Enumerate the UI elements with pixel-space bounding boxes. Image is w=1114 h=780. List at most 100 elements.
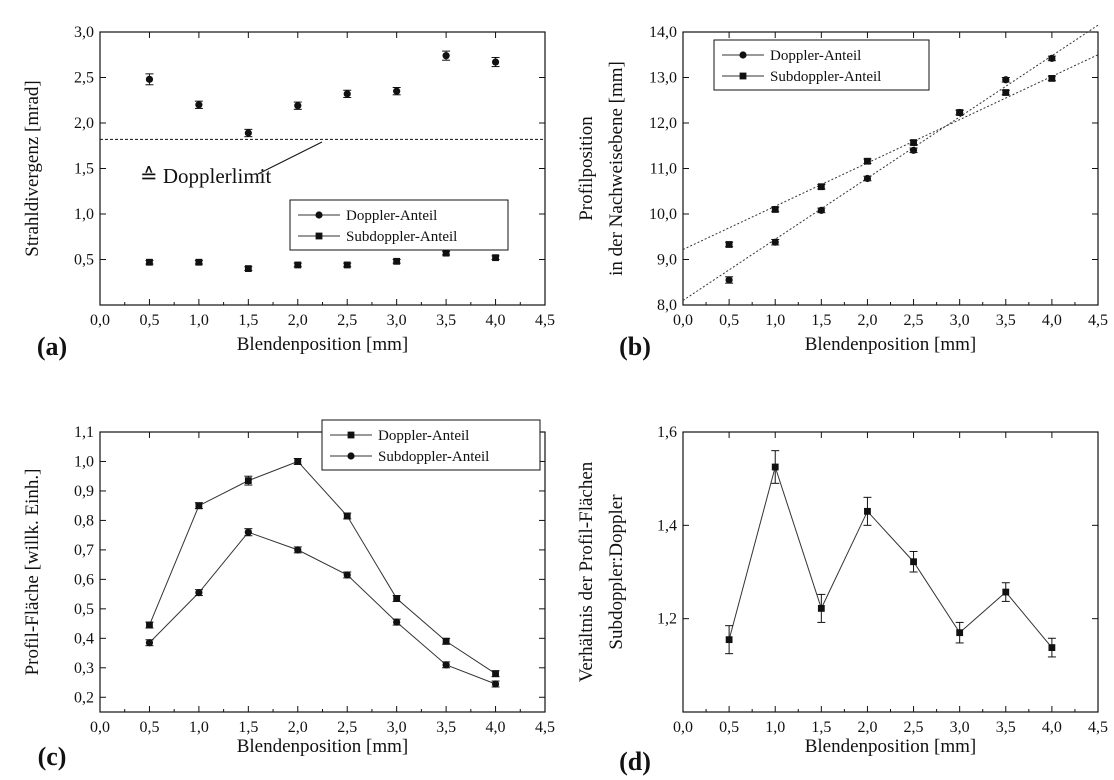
x-tick-label: 3,5 [996, 312, 1016, 329]
data-point [771, 463, 779, 471]
x-tick-label: 2,5 [904, 719, 924, 736]
legend-marker [315, 232, 323, 240]
y-tick-label: 1,6 [657, 424, 677, 441]
series-line [148, 460, 496, 675]
y-tick-label: 0,3 [74, 660, 94, 677]
legend-entry: Doppler-Anteil [346, 208, 437, 224]
x-tick-label: 2,0 [288, 312, 308, 329]
legend-box [713, 39, 930, 91]
data-point [393, 595, 401, 602]
data-point [956, 629, 964, 637]
x-tick-label: 1,0 [189, 719, 209, 736]
data-point [491, 680, 500, 688]
x-tick-label: 4,5 [1088, 719, 1108, 736]
data-point [817, 183, 825, 191]
data-point [956, 109, 964, 116]
legend: Doppler-Anteil Subdoppler-Anteil [289, 199, 509, 251]
plot-frame [682, 431, 1099, 713]
x-tick-label: 2,0 [288, 719, 308, 736]
y-tick-label: 13,0 [649, 70, 677, 87]
data-point [195, 589, 203, 597]
data-point [146, 621, 153, 629]
legend-entry: Subdoppler-Anteil [770, 69, 881, 85]
data-point [817, 206, 825, 214]
x-tick-label: 1,0 [189, 312, 209, 329]
data-point [393, 618, 401, 626]
y-axis-label: Verhältnis der Profil-Flächen [576, 461, 597, 682]
legend-entry: Subdoppler-Anteil [378, 449, 489, 465]
x-tick-label: 4,5 [535, 719, 555, 736]
panel-label: (d) [619, 747, 651, 776]
legend-box [289, 199, 509, 251]
data-point [1002, 89, 1010, 96]
y-axis-label: Profil-Fläche [willk. Einh.] [22, 469, 43, 676]
y-axis-label-2: Subdoppler:Doppler [606, 494, 627, 650]
fit-line [682, 24, 1099, 301]
x-tick-label: 4,0 [486, 719, 506, 736]
data-point [195, 101, 203, 109]
panel-3: 0,0 0,5 1,0 1,5 2,0 2,5 3,0 3,5 4,0 4,5 0,2 0,3 0,4 0… [22, 419, 555, 771]
data-point [864, 157, 871, 165]
x-tick-label: 4,0 [1042, 719, 1062, 736]
y-tick-label: 0,5 [74, 252, 94, 269]
x-tick-label: 0,5 [139, 719, 159, 736]
legend-marker [739, 72, 747, 80]
data-point [294, 458, 302, 465]
y-tick-label: 10,0 [649, 206, 677, 223]
y-tick-label: 11,0 [650, 161, 677, 178]
y-tick-label: 0,2 [74, 689, 94, 706]
x-axis-label: Blendenposition [mm] [805, 736, 977, 757]
y-tick-label: 14,0 [649, 24, 677, 41]
series-2 [145, 249, 500, 272]
series-1 [725, 450, 1056, 658]
x-tick-label: 2,0 [857, 312, 877, 329]
x-tick-label: 1,5 [238, 719, 258, 736]
series-line [149, 531, 496, 685]
x-axis-label: Blendenposition [mm] [237, 736, 409, 757]
x-tick-label: 3,0 [387, 719, 407, 736]
panel-label: (a) [37, 332, 67, 361]
x-tick-label: 1,5 [811, 312, 831, 329]
legend-box [321, 419, 541, 471]
y-axis-label-2: in der Nachweisebene [mm] [606, 61, 627, 276]
series-1 [145, 50, 500, 138]
y-tick-label: 2,5 [74, 70, 94, 87]
panel-1: 0,0 0,5 1,0 1,5 2,0 2,5 3,0 3,5 4,0 4,5 0,5 1,0 1,5 2… [22, 24, 555, 361]
y-tick-label: 0,7 [74, 542, 94, 559]
data-point [294, 261, 302, 269]
y-tick-label: 1,1 [74, 424, 94, 441]
x-tick-label: 4,5 [1088, 312, 1108, 329]
x-tick-label: 3,0 [387, 312, 407, 329]
data-point [863, 174, 872, 183]
series-1 [145, 458, 500, 678]
data-point [910, 558, 917, 566]
data-point [343, 261, 351, 269]
legend: Doppler-Anteil Subdoppler-Anteil [321, 419, 541, 471]
data-point [1048, 644, 1056, 651]
data-point [771, 206, 779, 213]
legend-entry: Doppler-Anteil [378, 428, 469, 444]
data-point [1048, 75, 1056, 82]
data-point [294, 102, 302, 110]
data-point [817, 605, 825, 612]
y-tick-label: 1,5 [74, 161, 94, 178]
series-2 [145, 528, 500, 688]
x-tick-label: 0,0 [90, 719, 110, 736]
series-line [728, 465, 1053, 648]
plot-frame [99, 431, 546, 713]
y-tick-label: 1,2 [657, 611, 677, 628]
x-tick-label: 0,5 [719, 312, 739, 329]
y-tick-label: 8,0 [657, 297, 677, 314]
data-point [393, 87, 401, 95]
data-point [492, 254, 499, 262]
legend-marker [347, 431, 355, 439]
data-point [343, 90, 351, 98]
data-point [492, 670, 499, 678]
fit-line [682, 54, 1099, 250]
data-point [145, 639, 154, 647]
data-point [393, 257, 401, 265]
data-point [725, 276, 733, 284]
y-tick-label: 9,0 [657, 252, 677, 269]
data-point [146, 258, 153, 266]
annotation-dopplerlimit: ≙ Dopplerlimit [140, 164, 271, 188]
